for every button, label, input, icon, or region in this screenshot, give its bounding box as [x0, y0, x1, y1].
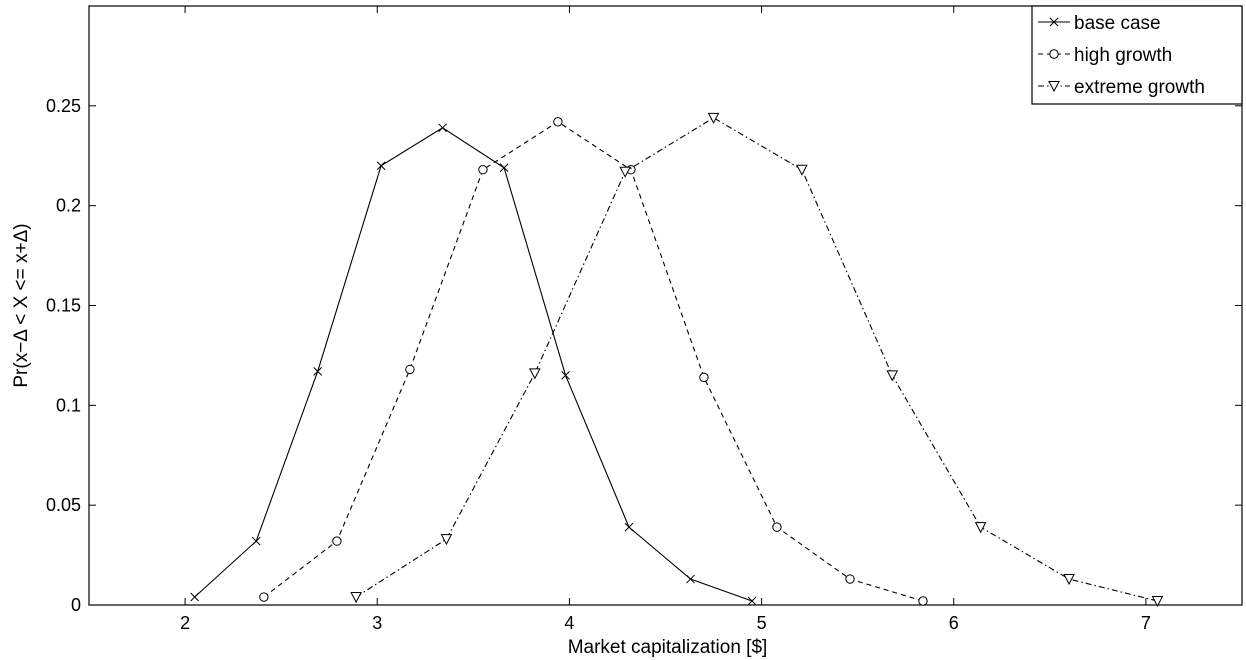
data-point: [1063, 574, 1075, 586]
data-point: [528, 368, 541, 380]
data-point: [332, 536, 342, 546]
axes: 2 3 4 5 6 7 0 0.05 0.1 0.15 0.2 0.25: [46, 5, 1243, 633]
data-point: [772, 522, 782, 532]
data-point: [553, 117, 563, 127]
x-tick-label: 4: [564, 613, 574, 633]
y-tick-label: 0.2: [56, 196, 81, 216]
x-tick-label: 7: [1141, 613, 1151, 633]
series-layer: [190, 112, 1164, 608]
data-point: [1151, 596, 1164, 608]
data-point: [440, 534, 453, 546]
y-tick-label: 0.05: [46, 495, 81, 515]
data-point: [313, 367, 323, 376]
data-point: [845, 574, 855, 584]
x-tick-label: 6: [949, 613, 959, 633]
data-point: [405, 364, 415, 375]
y-tick-label: 0.1: [56, 395, 81, 415]
series-high-growth: [259, 117, 928, 606]
legend-item: extreme growth: [1038, 77, 1205, 98]
data-point: [974, 522, 987, 534]
data-point: [686, 574, 695, 584]
legend: base case high growth extreme growth: [1031, 5, 1243, 105]
y-tick-label: 0.15: [46, 296, 81, 316]
data-point: [1049, 49, 1059, 59]
legend-label: high growth: [1074, 45, 1172, 66]
data-point: [251, 536, 261, 546]
data-point: [499, 163, 509, 173]
y-tick-label: 0: [71, 595, 81, 615]
data-point: [561, 371, 570, 380]
y-axis-label: Pr(x−Δ < X <= x+Δ): [11, 223, 32, 387]
data-point: [747, 596, 757, 606]
series-line: [263, 121, 924, 602]
data-point: [699, 372, 709, 383]
data-point: [438, 123, 447, 133]
data-point: [350, 592, 362, 604]
legend-label: base case: [1074, 13, 1161, 34]
series-line: [355, 117, 1158, 602]
x-tick-label: 5: [757, 613, 767, 633]
data-point: [624, 522, 634, 532]
data-point: [1049, 17, 1059, 27]
data-point: [478, 165, 488, 175]
data-point: [707, 112, 720, 124]
legend-item: high growth: [1038, 45, 1172, 66]
series-line: [194, 127, 753, 602]
x-tick-label: 3: [372, 613, 382, 633]
y-tick-label: 0.25: [46, 96, 81, 116]
data-point: [376, 161, 386, 171]
x-axis-label: Market capitalization [$]: [568, 637, 768, 658]
data-point: [259, 592, 269, 602]
series-extreme-growth: [350, 112, 1164, 608]
x-tick-label: 2: [180, 613, 190, 633]
data-point: [619, 166, 631, 178]
legend-label: extreme growth: [1074, 77, 1205, 98]
legend-item: base case: [1038, 13, 1161, 34]
data-point: [886, 370, 899, 382]
data-point: [918, 596, 928, 606]
data-point: [796, 164, 808, 176]
series-base-case: [190, 123, 757, 606]
data-point: [1048, 81, 1060, 93]
data-point: [190, 592, 200, 602]
